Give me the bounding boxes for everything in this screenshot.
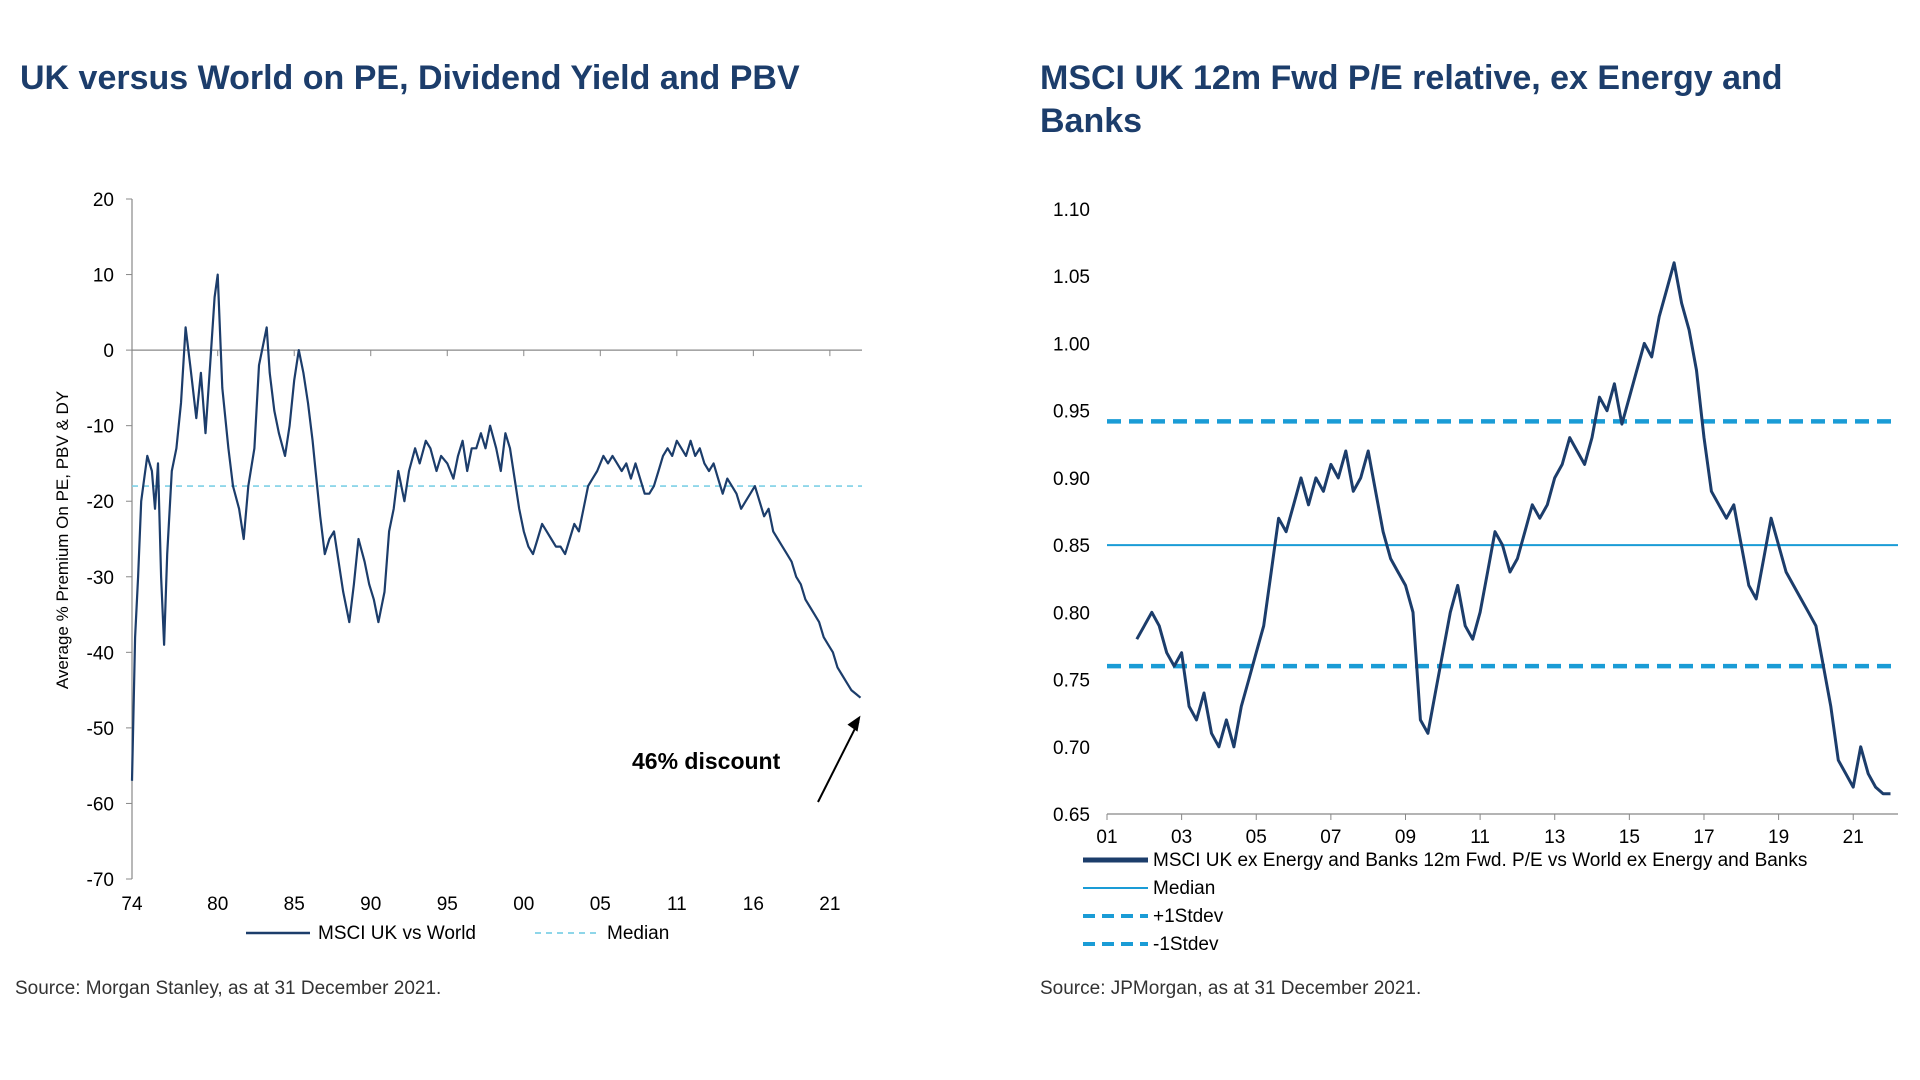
chart2-x-tick-label: 01 xyxy=(1096,827,1117,848)
chart2-x-tick-label: 17 xyxy=(1693,827,1714,848)
chart2-y-tick-label: 0.80 xyxy=(1053,603,1090,624)
chart2-y-tick-label: 1.05 xyxy=(1053,267,1090,288)
chart1-y-tick-label: -20 xyxy=(87,492,114,513)
chart2-y-tick-label: 0.75 xyxy=(1053,671,1090,692)
chart2-x-tick-label: 21 xyxy=(1843,827,1864,848)
chart1-y-tick-label: -60 xyxy=(87,794,114,815)
chart1-x-tick-label: 21 xyxy=(819,894,840,915)
chart1-legend-median-label: Median xyxy=(607,923,669,944)
chart2-x-tick-label: 13 xyxy=(1544,827,1565,848)
chart1-x-tick-label: 74 xyxy=(121,894,143,915)
chart1-y-tick-label: 20 xyxy=(93,190,114,211)
chart2-y-tick-label: 0.95 xyxy=(1053,402,1090,423)
chart1-y-tick-label: -30 xyxy=(87,568,114,589)
chart1-y-tick-label: 0 xyxy=(103,341,114,362)
chart1-annotation-arrowhead xyxy=(847,715,861,732)
chart2-source-note: Source: JPMorgan, as at 31 December 2021… xyxy=(1040,978,1422,999)
chart2-x-tick-label: 03 xyxy=(1171,827,1192,848)
chart1-annotation-discount: 46% discount xyxy=(632,748,781,774)
chart1-x-tick-label: 11 xyxy=(667,894,687,915)
chart1-source-note: Source: Morgan Stanley, as at 31 Decembe… xyxy=(15,978,442,999)
chart1-annotation-arrow xyxy=(817,721,860,803)
chart2-legend-minus-stdev-label: -1Stdev xyxy=(1153,934,1219,955)
chart1-x-tick-label: 95 xyxy=(437,894,458,915)
chart1-series-line xyxy=(130,273,862,781)
chart1-x-tick-label: 90 xyxy=(360,894,381,915)
chart2-series-line xyxy=(1135,261,1891,796)
chart2-x-tick-label: 05 xyxy=(1246,827,1267,848)
chart2-x-tick-label: 19 xyxy=(1768,827,1789,848)
chart1-y-tick-label: 10 xyxy=(93,266,114,287)
chart1-y-tick-label: -40 xyxy=(87,643,114,664)
chart2-title: MSCI UK 12m Fwd P/E relative, ex Energy … xyxy=(1040,59,1783,140)
chart2-legend-plus-stdev-label: +1Stdev xyxy=(1153,906,1224,927)
chart2-y-tick-label: 0.90 xyxy=(1053,469,1090,490)
chart1-x-tick-label: 85 xyxy=(284,894,305,915)
chart2-y-tick-label: 1.10 xyxy=(1053,200,1090,221)
chart1-title: UK versus World on PE, Dividend Yield an… xyxy=(20,59,800,97)
chart2-y-tick-label: 0.70 xyxy=(1053,738,1090,759)
chart1-y-tick-label: -10 xyxy=(87,417,114,438)
chart1-x-tick-label: 80 xyxy=(207,894,228,915)
chart2-y-tick-label: 0.65 xyxy=(1053,805,1090,826)
chart2-x-tick-label: 09 xyxy=(1395,827,1416,848)
chart2-legend-series-label: MSCI UK ex Energy and Banks 12m Fwd. P/E… xyxy=(1153,850,1807,871)
chart1-legend-series-label: MSCI UK vs World xyxy=(318,923,476,944)
chart1-x-tick-label: 16 xyxy=(743,894,764,915)
chart2-x-tick-label: 15 xyxy=(1619,827,1640,848)
chart1-y-axis-label: Average % Premium On PE, PBV & DY xyxy=(53,391,72,689)
chart1-y-tick-label: -50 xyxy=(87,719,114,740)
chart1-x-tick-label: 05 xyxy=(590,894,611,915)
chart2-legend-median-label: Median xyxy=(1153,878,1215,899)
chart2-x-tick-label: 11 xyxy=(1470,827,1490,848)
chart2-y-tick-label: 0.85 xyxy=(1053,536,1090,557)
chart1-y-tick-label: -70 xyxy=(87,870,114,891)
chart1-x-tick-label: 00 xyxy=(513,894,534,915)
chart2-x-tick-label: 07 xyxy=(1320,827,1341,848)
chart2-y-tick-label: 1.00 xyxy=(1053,334,1090,355)
